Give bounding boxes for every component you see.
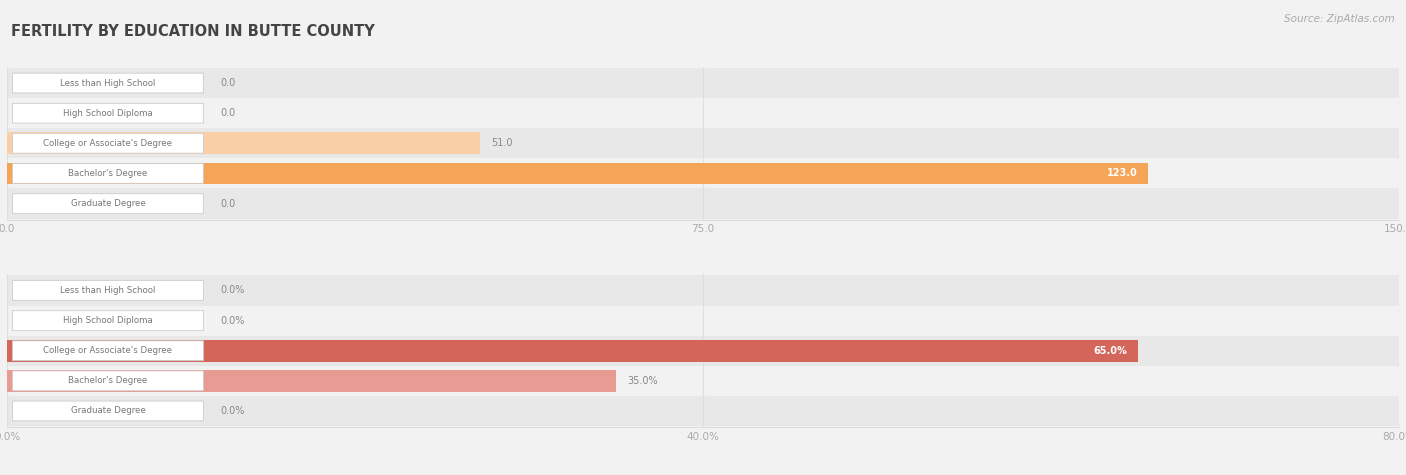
FancyBboxPatch shape: [13, 103, 204, 123]
FancyBboxPatch shape: [13, 281, 204, 300]
Text: Bachelor's Degree: Bachelor's Degree: [69, 376, 148, 385]
Bar: [7, 396, 1399, 426]
Text: Graduate Degree: Graduate Degree: [70, 407, 145, 416]
Text: 0.0: 0.0: [219, 199, 235, 209]
Text: 65.0%: 65.0%: [1092, 346, 1126, 356]
Bar: [7, 98, 1399, 128]
Text: High School Diploma: High School Diploma: [63, 109, 153, 118]
FancyBboxPatch shape: [13, 341, 204, 361]
Text: Source: ZipAtlas.com: Source: ZipAtlas.com: [1284, 14, 1395, 24]
FancyBboxPatch shape: [13, 194, 204, 213]
Text: College or Associate's Degree: College or Associate's Degree: [44, 346, 173, 355]
Text: 35.0%: 35.0%: [627, 376, 658, 386]
Text: 123.0: 123.0: [1107, 169, 1137, 179]
Bar: [7, 162, 1149, 184]
FancyBboxPatch shape: [13, 371, 204, 391]
Bar: [7, 158, 1399, 189]
Text: 51.0: 51.0: [492, 138, 513, 148]
Text: Less than High School: Less than High School: [60, 78, 156, 87]
Text: High School Diploma: High School Diploma: [63, 316, 153, 325]
Bar: [7, 68, 1399, 98]
Text: Bachelor's Degree: Bachelor's Degree: [69, 169, 148, 178]
Bar: [7, 366, 1399, 396]
Bar: [7, 128, 1399, 158]
Text: 0.0: 0.0: [219, 108, 235, 118]
Bar: [7, 370, 616, 392]
Bar: [7, 276, 1399, 305]
Bar: [7, 305, 1399, 336]
FancyBboxPatch shape: [13, 133, 204, 153]
Text: Graduate Degree: Graduate Degree: [70, 199, 145, 208]
Text: 0.0: 0.0: [219, 78, 235, 88]
Bar: [7, 340, 1137, 361]
FancyBboxPatch shape: [13, 73, 204, 93]
FancyBboxPatch shape: [13, 163, 204, 183]
Text: 0.0%: 0.0%: [219, 406, 245, 416]
Text: 0.0%: 0.0%: [219, 315, 245, 325]
FancyBboxPatch shape: [13, 311, 204, 331]
FancyBboxPatch shape: [13, 401, 204, 421]
Bar: [7, 189, 1399, 219]
Bar: [7, 336, 1399, 366]
Text: FERTILITY BY EDUCATION IN BUTTE COUNTY: FERTILITY BY EDUCATION IN BUTTE COUNTY: [11, 24, 375, 39]
Text: College or Associate's Degree: College or Associate's Degree: [44, 139, 173, 148]
Text: Less than High School: Less than High School: [60, 286, 156, 295]
Text: 0.0%: 0.0%: [219, 285, 245, 295]
Bar: [7, 133, 481, 154]
